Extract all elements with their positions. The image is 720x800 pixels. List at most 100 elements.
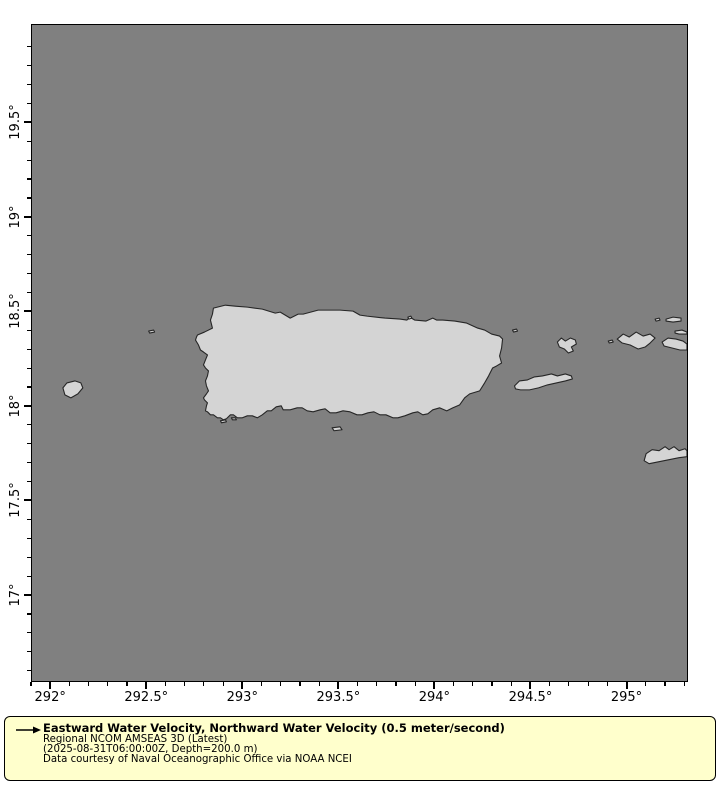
x-axis-minor-tick	[606, 682, 608, 686]
x-axis-tick-label: 293.5°	[316, 690, 361, 705]
x-axis-minor-tick	[299, 682, 301, 686]
island-mona	[62, 380, 84, 399]
island-islet-ne-1	[607, 339, 614, 344]
island-islet-sw-1	[219, 419, 227, 424]
island-islet-north-coast	[407, 315, 413, 320]
island-puerto-rico	[194, 304, 504, 421]
x-axis-minor-tick	[164, 682, 167, 686]
y-axis-minor-tick	[27, 46, 31, 48]
y-axis-tick-label-text: 19°	[8, 205, 23, 229]
x-axis-minor-tick	[184, 682, 186, 686]
x-axis-minor-tick	[30, 682, 32, 686]
island-culebra	[556, 337, 577, 354]
y-axis-minor-tick	[27, 443, 31, 445]
land-polygons	[62, 304, 687, 465]
legend-box: Eastward Water Velocity, Northward Water…	[4, 716, 716, 781]
x-axis-tick-label: 292°	[34, 690, 66, 705]
island-islet-right-edge	[674, 329, 687, 335]
x-axis-minor-tick	[318, 682, 320, 686]
island-st-john	[661, 337, 687, 351]
y-axis-tick-label-text: 18°	[8, 394, 23, 418]
y-axis-minor-tick	[27, 64, 31, 67]
y-axis-minor-tick	[27, 102, 31, 104]
y-axis-minor-tick	[27, 575, 31, 577]
y-axis-tick-label-text: 19.5°	[8, 104, 23, 141]
x-axis-minor-tick	[107, 682, 109, 686]
x-axis-major-tick	[625, 682, 628, 689]
x-axis-minor-tick	[472, 682, 474, 686]
x-axis-tick-label: 294.5°	[508, 690, 553, 705]
y-axis-minor-tick	[27, 235, 31, 237]
island-islet-ne-2	[654, 317, 661, 322]
x-axis-minor-tick	[510, 682, 512, 686]
y-axis-major-tick	[24, 404, 31, 407]
island-st-thomas	[616, 331, 656, 350]
x-axis-minor-tick	[222, 682, 224, 686]
y-axis-minor-tick	[27, 140, 31, 142]
x-axis-major-tick	[433, 682, 436, 689]
velocity-key-arrow-icon	[16, 726, 41, 734]
x-axis-tick-label: 295°	[610, 690, 643, 705]
x-axis-minor-tick	[376, 682, 378, 686]
x-axis-minor-tick	[549, 682, 551, 686]
y-axis-tick-label-text: 17°	[8, 583, 23, 607]
y-axis-minor-tick	[27, 424, 31, 426]
x-axis-minor-tick	[683, 682, 685, 686]
island-desecheo	[148, 329, 156, 334]
x-axis-minor-tick	[203, 682, 205, 686]
y-axis-minor-tick	[27, 197, 31, 199]
legend-line-dataset: Regional NCOM AMSEAS 3D (Latest)	[43, 734, 228, 745]
x-axis-minor-tick	[664, 682, 666, 686]
x-axis-major-tick	[49, 682, 52, 689]
y-axis-tick-label-text: 18.5°	[8, 293, 23, 330]
x-axis-minor-tick	[280, 682, 282, 686]
y-axis-minor-tick	[27, 178, 31, 180]
x-axis-minor-tick	[88, 682, 90, 686]
island-islet-sw-2	[230, 417, 237, 421]
map-plot-area	[31, 24, 688, 682]
x-axis-tick-label: 292.5°	[124, 690, 169, 705]
island-st-croix	[643, 446, 687, 465]
y-axis-minor-tick	[27, 651, 31, 653]
x-axis-minor-tick	[126, 682, 128, 686]
x-axis-minor-tick	[645, 682, 647, 686]
y-axis-minor-tick	[27, 556, 31, 558]
x-axis-minor-tick	[414, 682, 416, 686]
x-axis-minor-tick	[568, 682, 570, 686]
x-axis-minor-tick	[68, 682, 70, 686]
y-axis-minor-tick	[27, 348, 31, 350]
y-axis-minor-tick	[27, 254, 31, 256]
x-axis-major-tick	[337, 682, 340, 689]
x-axis-minor-tick	[260, 682, 263, 686]
island-caja-de-muertos	[331, 426, 343, 432]
island-vieques	[513, 373, 573, 391]
y-axis-minor-tick	[27, 632, 31, 634]
x-axis-minor-tick	[587, 682, 589, 686]
x-axis-tick-label: 294°	[418, 690, 451, 705]
y-axis-minor-tick	[27, 462, 31, 464]
y-axis-minor-tick	[27, 613, 31, 615]
y-axis-major-tick	[24, 499, 31, 502]
x-axis-major-tick	[529, 682, 532, 689]
island-tortola-sliver	[665, 316, 682, 323]
legend-line-courtesy: Data courtesy of Naval Oceanographic Off…	[43, 754, 352, 765]
y-axis-major-tick	[24, 121, 31, 124]
y-axis-minor-tick	[27, 480, 31, 483]
y-axis-tick-label-text: 17.5°	[8, 482, 23, 519]
y-axis-minor-tick	[27, 386, 31, 388]
x-axis-major-tick	[241, 682, 244, 689]
y-axis-major-tick	[24, 215, 31, 218]
y-axis-minor-tick	[27, 159, 31, 161]
x-axis-minor-tick	[453, 682, 455, 686]
legend-text-block: Eastward Water Velocity, Northward Water…	[43, 722, 505, 765]
y-axis-minor-tick	[27, 272, 31, 275]
y-axis-minor-tick	[27, 670, 31, 672]
y-axis-minor-tick	[27, 329, 31, 331]
x-axis-minor-tick	[356, 682, 359, 686]
y-axis-major-tick	[24, 310, 31, 313]
y-axis-major-tick	[24, 594, 31, 597]
x-axis-major-tick	[145, 682, 148, 689]
legend-line-time-depth: (2025-08-31T06:00:00Z, Depth=200.0 m)	[43, 744, 258, 755]
y-axis-minor-tick	[27, 291, 31, 294]
